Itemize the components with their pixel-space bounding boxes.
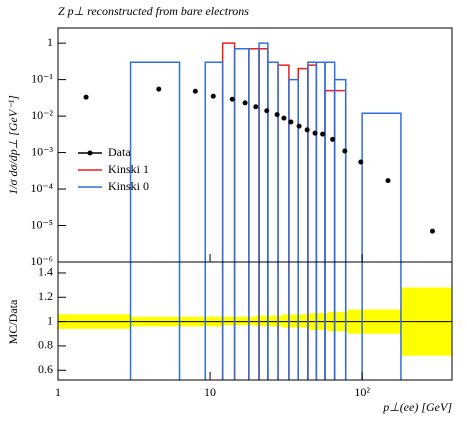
mc-ratio-bin (267, 262, 279, 380)
ratio-band (255, 315, 283, 327)
mc-bin (315, 61, 326, 262)
mc-ratio-bin (129, 262, 181, 380)
mc-bin (248, 48, 260, 262)
mc-ratio-bin (204, 262, 224, 380)
x-tick-label: 1 (55, 385, 61, 399)
legend-marker (87, 150, 93, 156)
mc-bin (129, 61, 181, 262)
data-point (242, 100, 248, 106)
data-point (83, 94, 89, 100)
data-point (192, 88, 198, 94)
mc-ratio-bin (233, 262, 250, 380)
y-tick-label: 1 (47, 35, 53, 49)
data-point (304, 127, 310, 133)
ratio-tick-label: 1 (47, 313, 53, 327)
data-point (210, 93, 216, 99)
ratio-tick-label: 1.4 (38, 265, 53, 279)
y-axis-label: 1/σ dσ/dp⊥ [GeV⁻¹] (6, 95, 20, 195)
mc-ratio-bin (361, 262, 402, 380)
y-tick-label: 10⁻⁵ (30, 217, 53, 231)
ratio-band (222, 316, 256, 326)
data-point (330, 136, 336, 142)
y-tick-label: 10⁻¹ (31, 71, 53, 85)
mc-bin (277, 64, 290, 262)
mc-bin (333, 89, 347, 262)
x-tick-label: 10² (354, 385, 370, 399)
mc-bin (221, 42, 236, 262)
data-point (274, 112, 280, 118)
mc-bin (288, 78, 299, 262)
ratio-frame (57, 261, 453, 381)
legend-label: Kinski 0 (108, 179, 149, 193)
mc-bin (333, 78, 347, 262)
mc-bin (324, 61, 336, 262)
ratio-band (282, 314, 310, 328)
mc-bin (307, 64, 318, 262)
mc-bin (258, 48, 269, 262)
data-point (342, 148, 348, 154)
ratio-tick-label: 1.2 (38, 289, 53, 303)
data-point (296, 123, 302, 129)
y-tick-label: 10⁻⁴ (30, 181, 53, 195)
mc-ratio-bin (288, 262, 299, 380)
mc-bin (258, 42, 269, 262)
mc-bin (204, 61, 224, 262)
data-point (253, 104, 259, 110)
y-tick-label: 10⁻² (31, 108, 53, 122)
mc-ratio-bin (333, 262, 347, 380)
mc-bin (233, 48, 250, 262)
data-point (229, 96, 235, 102)
data-point (385, 178, 391, 184)
data-point (264, 108, 270, 114)
data-point (312, 130, 318, 136)
ratio-axis-label: MC/Data (6, 299, 20, 344)
x-tick-label: 10 (204, 385, 216, 399)
ratio-tick-label: 0.8 (38, 338, 53, 352)
data-point (320, 131, 326, 137)
mc-bin (267, 61, 279, 262)
y-tick-label: 10⁻⁶ (30, 254, 53, 268)
ratio-tick-label: 0.6 (38, 362, 53, 376)
data-point (288, 119, 294, 125)
y-tick-label: 10⁻³ (31, 144, 53, 158)
legend-label: Kinski 1 (108, 162, 149, 176)
data-point (429, 228, 435, 234)
mc-bin (324, 89, 336, 262)
mc-bin (361, 112, 402, 262)
data-point (358, 159, 364, 165)
mc-bin (297, 67, 309, 262)
data-point (156, 86, 162, 92)
chart-title: Z p⊥ reconstructed from bare electrons (58, 4, 249, 18)
data-point (281, 115, 287, 121)
mc-bin (307, 61, 318, 262)
x-axis-label: p⊥(ee) [GeV] (382, 400, 452, 414)
legend-label: Data (108, 145, 131, 159)
